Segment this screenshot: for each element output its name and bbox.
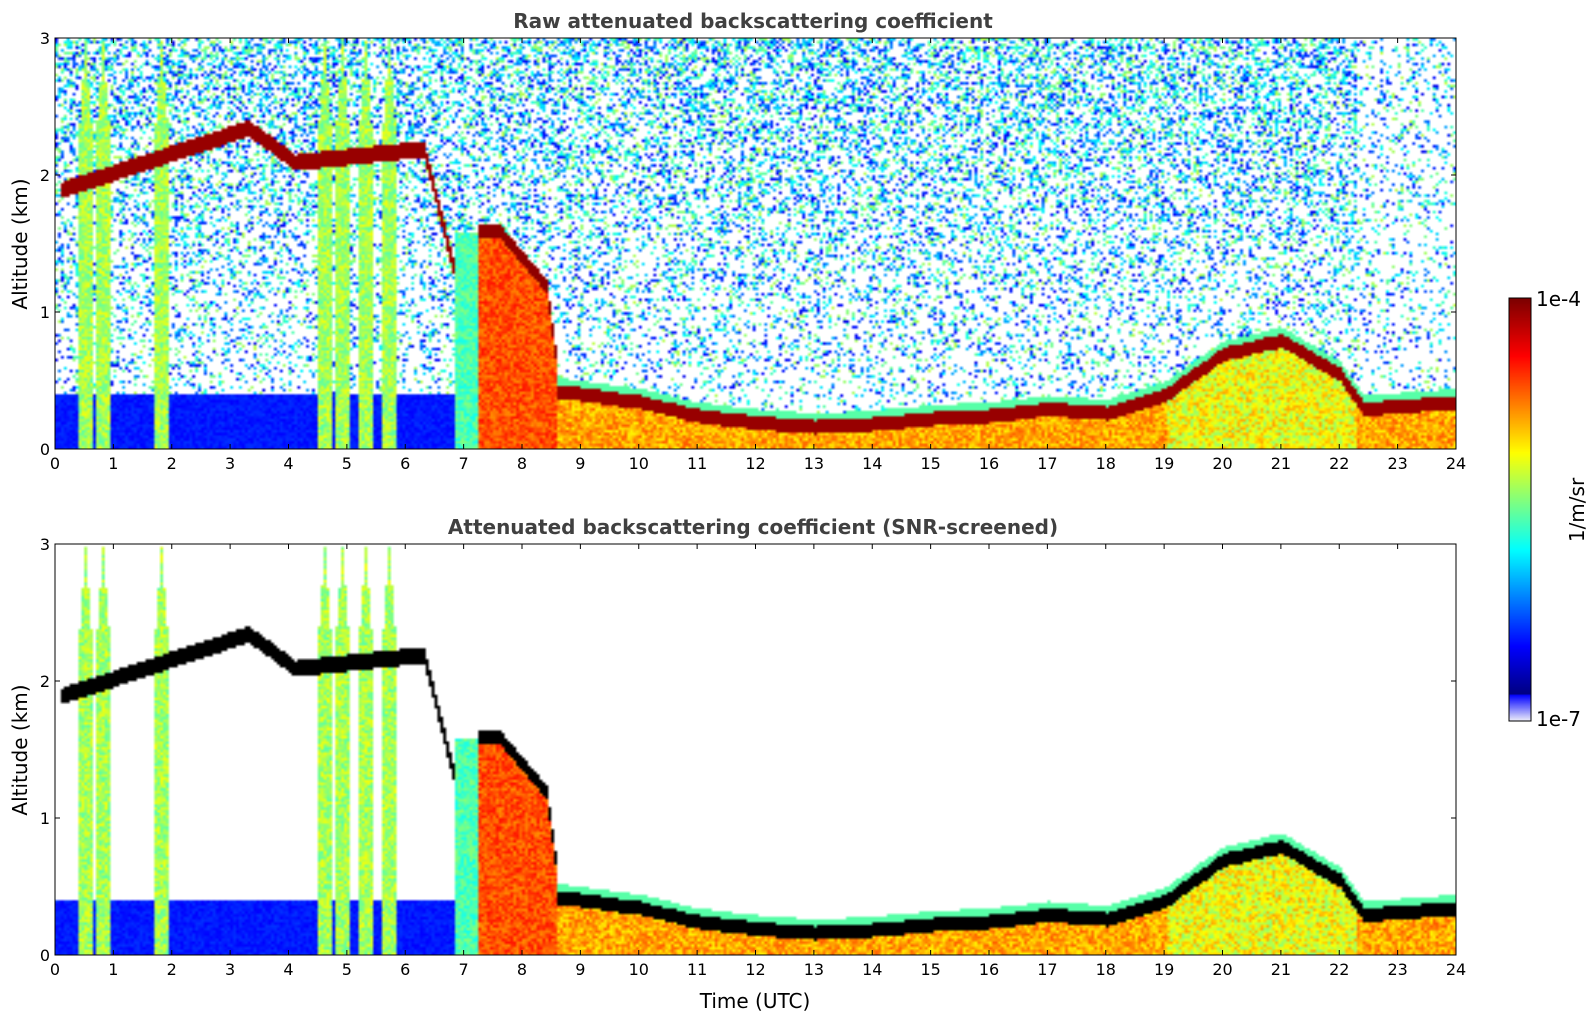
panel-raw-ylabel: Altitude (km)	[8, 178, 32, 309]
x-tick-label: 16	[979, 960, 999, 979]
panel-screened-heatmap	[55, 544, 1456, 955]
y-tick-label: 3	[40, 29, 50, 48]
colorbar-frame	[1508, 297, 1532, 722]
x-tick-label: 22	[1329, 454, 1349, 473]
panel-raw-heatmap	[55, 38, 1456, 449]
colorbar-unit-label: 1/m/sr	[1565, 477, 1589, 542]
x-tick-label: 7	[459, 454, 469, 473]
colorbar: 1e-4 1e-7 1/m/sr	[1508, 287, 1589, 731]
x-tick-label: 23	[1387, 960, 1407, 979]
x-tick-label: 8	[517, 960, 527, 979]
x-tick-label: 13	[804, 454, 824, 473]
x-tick-label: 9	[575, 454, 585, 473]
y-tick-label: 2	[40, 166, 50, 185]
x-tick-label: 6	[400, 960, 410, 979]
x-tick-label: 19	[1154, 454, 1174, 473]
x-tick-label: 1	[108, 454, 118, 473]
x-tick-label: 24	[1446, 960, 1466, 979]
x-tick-label: 20	[1212, 960, 1232, 979]
x-tick-label: 11	[687, 960, 707, 979]
x-tick-label: 7	[459, 960, 469, 979]
x-tick-label: 21	[1271, 960, 1291, 979]
x-tick-label: 0	[50, 454, 60, 473]
y-tick-label: 3	[40, 535, 50, 554]
colorbar-max-label: 1e-4	[1536, 287, 1581, 311]
x-tick-label: 22	[1329, 960, 1349, 979]
x-tick-label: 10	[629, 960, 649, 979]
colorbar-min-label: 1e-7	[1536, 707, 1581, 731]
x-tick-label: 2	[167, 454, 177, 473]
panel-screened-axes: 0 1 2 3 4 5 6 7 8 9 10 11 12 13 14 15 16 17 18 19 20 21 22 23 24…	[40, 535, 1466, 979]
x-tick-label: 6	[400, 454, 410, 473]
x-tick-label: 16	[979, 454, 999, 473]
x-tick-label: 18	[1096, 454, 1116, 473]
x-tick-label: 3	[225, 454, 235, 473]
panel-screened: Attenuated backscattering coefficient (S…	[8, 515, 1466, 1013]
x-tick-label: 15	[920, 454, 940, 473]
y-tick-label: 1	[40, 809, 50, 828]
x-tick-label: 21	[1271, 454, 1291, 473]
colorbar-gradient	[1509, 298, 1531, 721]
x-tick-label: 17	[1037, 454, 1057, 473]
x-tick-label: 14	[862, 960, 882, 979]
panel-screened-ylabel: Altitude (km)	[8, 684, 32, 815]
x-tick-label: 12	[745, 960, 765, 979]
x-tick-label: 12	[745, 454, 765, 473]
panel-raw: Raw attenuated backscattering coefficien…	[8, 9, 1466, 473]
x-tick-label: 14	[862, 454, 882, 473]
x-tick-label: 15	[920, 960, 940, 979]
x-tick-label: 23	[1387, 454, 1407, 473]
y-tick-label: 0	[40, 946, 50, 965]
panel-raw-title: Raw attenuated backscattering coefficien…	[513, 9, 993, 33]
x-tick-label: 3	[225, 960, 235, 979]
x-tick-label: 1	[108, 960, 118, 979]
x-tick-label: 8	[517, 454, 527, 473]
x-tick-label: 4	[283, 454, 293, 473]
panel-screened-title: Attenuated backscattering coefficient (S…	[448, 515, 1058, 539]
x-tick-label: 10	[629, 454, 649, 473]
x-tick-label: 2	[167, 960, 177, 979]
x-tick-label: 11	[687, 454, 707, 473]
panel-screened-xlabel: Time (UTC)	[699, 989, 811, 1013]
x-tick-label: 5	[342, 454, 352, 473]
y-tick-label: 2	[40, 672, 50, 691]
x-tick-label: 18	[1096, 960, 1116, 979]
x-tick-label: 0	[50, 960, 60, 979]
x-tick-label: 19	[1154, 960, 1174, 979]
x-tick-label: 20	[1212, 454, 1232, 473]
x-tick-label: 13	[804, 960, 824, 979]
panel-raw-axes: 0 1 2 3 4 5 6 7 8 9 10 11 12 13 14 15 16 17 18 19 20 21 22 23 24…	[40, 29, 1466, 473]
x-tick-label: 9	[575, 960, 585, 979]
x-tick-label: 4	[283, 960, 293, 979]
y-tick-label: 0	[40, 440, 50, 459]
x-tick-label: 24	[1446, 454, 1466, 473]
x-tick-label: 17	[1037, 960, 1057, 979]
y-tick-label: 1	[40, 303, 50, 322]
x-tick-label: 5	[342, 960, 352, 979]
